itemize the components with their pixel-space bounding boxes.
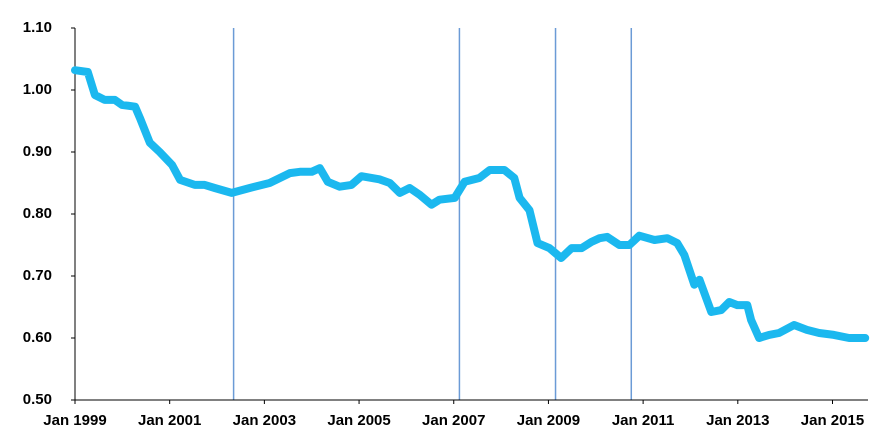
x-tick-label: Jan 2011 [612,412,675,429]
y-tick-label: 1.10 [23,19,52,36]
x-tick-label: Jan 2009 [517,412,580,429]
data-line [71,66,870,342]
y-tick-label: 1.00 [23,81,52,98]
x-tick-label: Jan 1999 [43,412,106,429]
x-tick-label: Jan 2005 [327,412,390,429]
y-tick-label: 0.60 [23,329,52,346]
x-tick-label: Jan 2007 [422,412,485,429]
y-tick-label: 0.80 [23,205,52,222]
x-tick-label: Jan 2015 [801,412,864,429]
x-tick-label: Jan 2003 [233,412,296,429]
y-tick-label: 0.90 [23,143,52,160]
x-tick-label: Jan 2013 [706,412,769,429]
y-tick-label: 0.70 [23,267,52,284]
y-tick-label: 0.50 [23,391,52,408]
x-tick-label: Jan 2001 [138,412,201,429]
